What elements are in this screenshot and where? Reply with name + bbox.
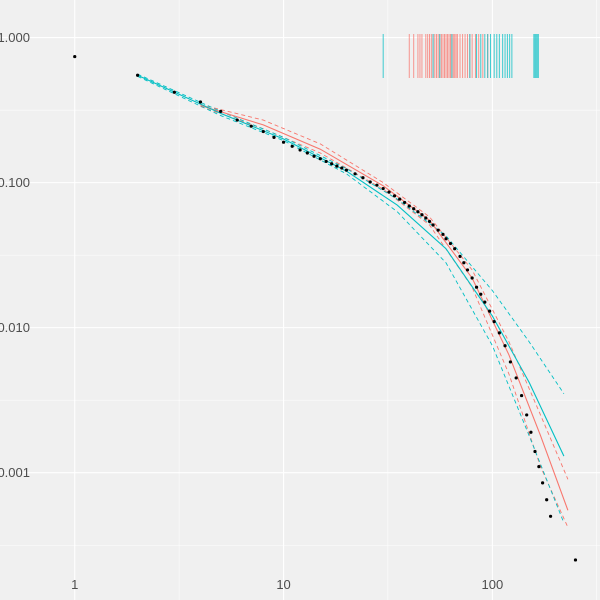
data-point (508, 360, 513, 364)
empirical-points (73, 54, 578, 562)
data-point (312, 154, 316, 158)
data-point (392, 194, 397, 198)
x-axis-ticks: 1 10 100 (71, 577, 503, 592)
data-point (324, 159, 328, 164)
y-tick-label: 0.010 (0, 320, 30, 335)
x-tick-label: 100 (482, 577, 504, 592)
data-point (368, 180, 372, 184)
data-point (416, 210, 420, 214)
data-point (361, 176, 365, 180)
confidence-bands (137, 73, 569, 528)
data-point (448, 241, 453, 246)
data-point (198, 100, 203, 104)
data-point (533, 449, 537, 454)
data-point (305, 151, 309, 155)
data-point (219, 109, 223, 113)
x-tick-label: 1 (71, 577, 78, 592)
data-point (519, 393, 524, 398)
y-axis-ticks: 1.000 0.100 0.010 0.001 (0, 30, 30, 480)
data-point (172, 90, 176, 94)
data-point (403, 200, 407, 205)
data-point (492, 320, 496, 324)
data-point (444, 237, 448, 241)
data-point (340, 166, 344, 170)
data-point (514, 376, 518, 380)
data-point (330, 162, 334, 166)
data-point (436, 228, 440, 232)
data-point (424, 216, 428, 220)
data-point (135, 73, 140, 77)
data-point (453, 247, 457, 251)
data-point (235, 118, 239, 122)
data-point (420, 213, 424, 217)
data-point (548, 514, 553, 518)
y-tick-label: 1.000 (0, 30, 30, 45)
data-point (483, 300, 487, 304)
data-point (529, 430, 533, 434)
data-point (353, 172, 357, 176)
data-point (375, 183, 379, 187)
ci-upper-line (137, 73, 565, 394)
data-point (474, 285, 479, 289)
ci-upper-line (200, 104, 569, 480)
data-point (503, 344, 507, 348)
data-point (412, 207, 416, 211)
data-point (73, 54, 77, 59)
y-tick-label: 0.100 (0, 175, 30, 190)
data-point (462, 261, 466, 265)
data-point (381, 186, 385, 191)
data-point (525, 413, 529, 417)
data-point (290, 144, 294, 148)
data-point (431, 223, 435, 227)
data-point (398, 197, 402, 201)
data-point (497, 331, 501, 335)
data-point (272, 135, 276, 140)
data-point (261, 129, 265, 134)
x-tick-label: 10 (276, 577, 290, 592)
rug-marks (382, 34, 539, 78)
data-point (458, 254, 462, 258)
data-point (441, 232, 445, 236)
data-point (387, 190, 391, 194)
data-point (465, 268, 470, 272)
data-point (427, 219, 432, 224)
data-point (545, 498, 549, 502)
data-point (488, 309, 492, 313)
data-point (479, 292, 483, 296)
data-point (470, 276, 474, 280)
fit-line (137, 74, 565, 457)
data-point (298, 148, 302, 152)
ci-lower-line (137, 75, 565, 524)
data-point (537, 465, 541, 469)
data-point (541, 481, 545, 485)
data-point (335, 164, 339, 168)
data-point (318, 157, 322, 161)
y-tick-label: 0.001 (0, 465, 30, 480)
data-point (281, 140, 286, 144)
data-point (344, 168, 349, 172)
data-point (407, 204, 411, 208)
data-point (249, 124, 253, 128)
data-point (573, 558, 578, 562)
